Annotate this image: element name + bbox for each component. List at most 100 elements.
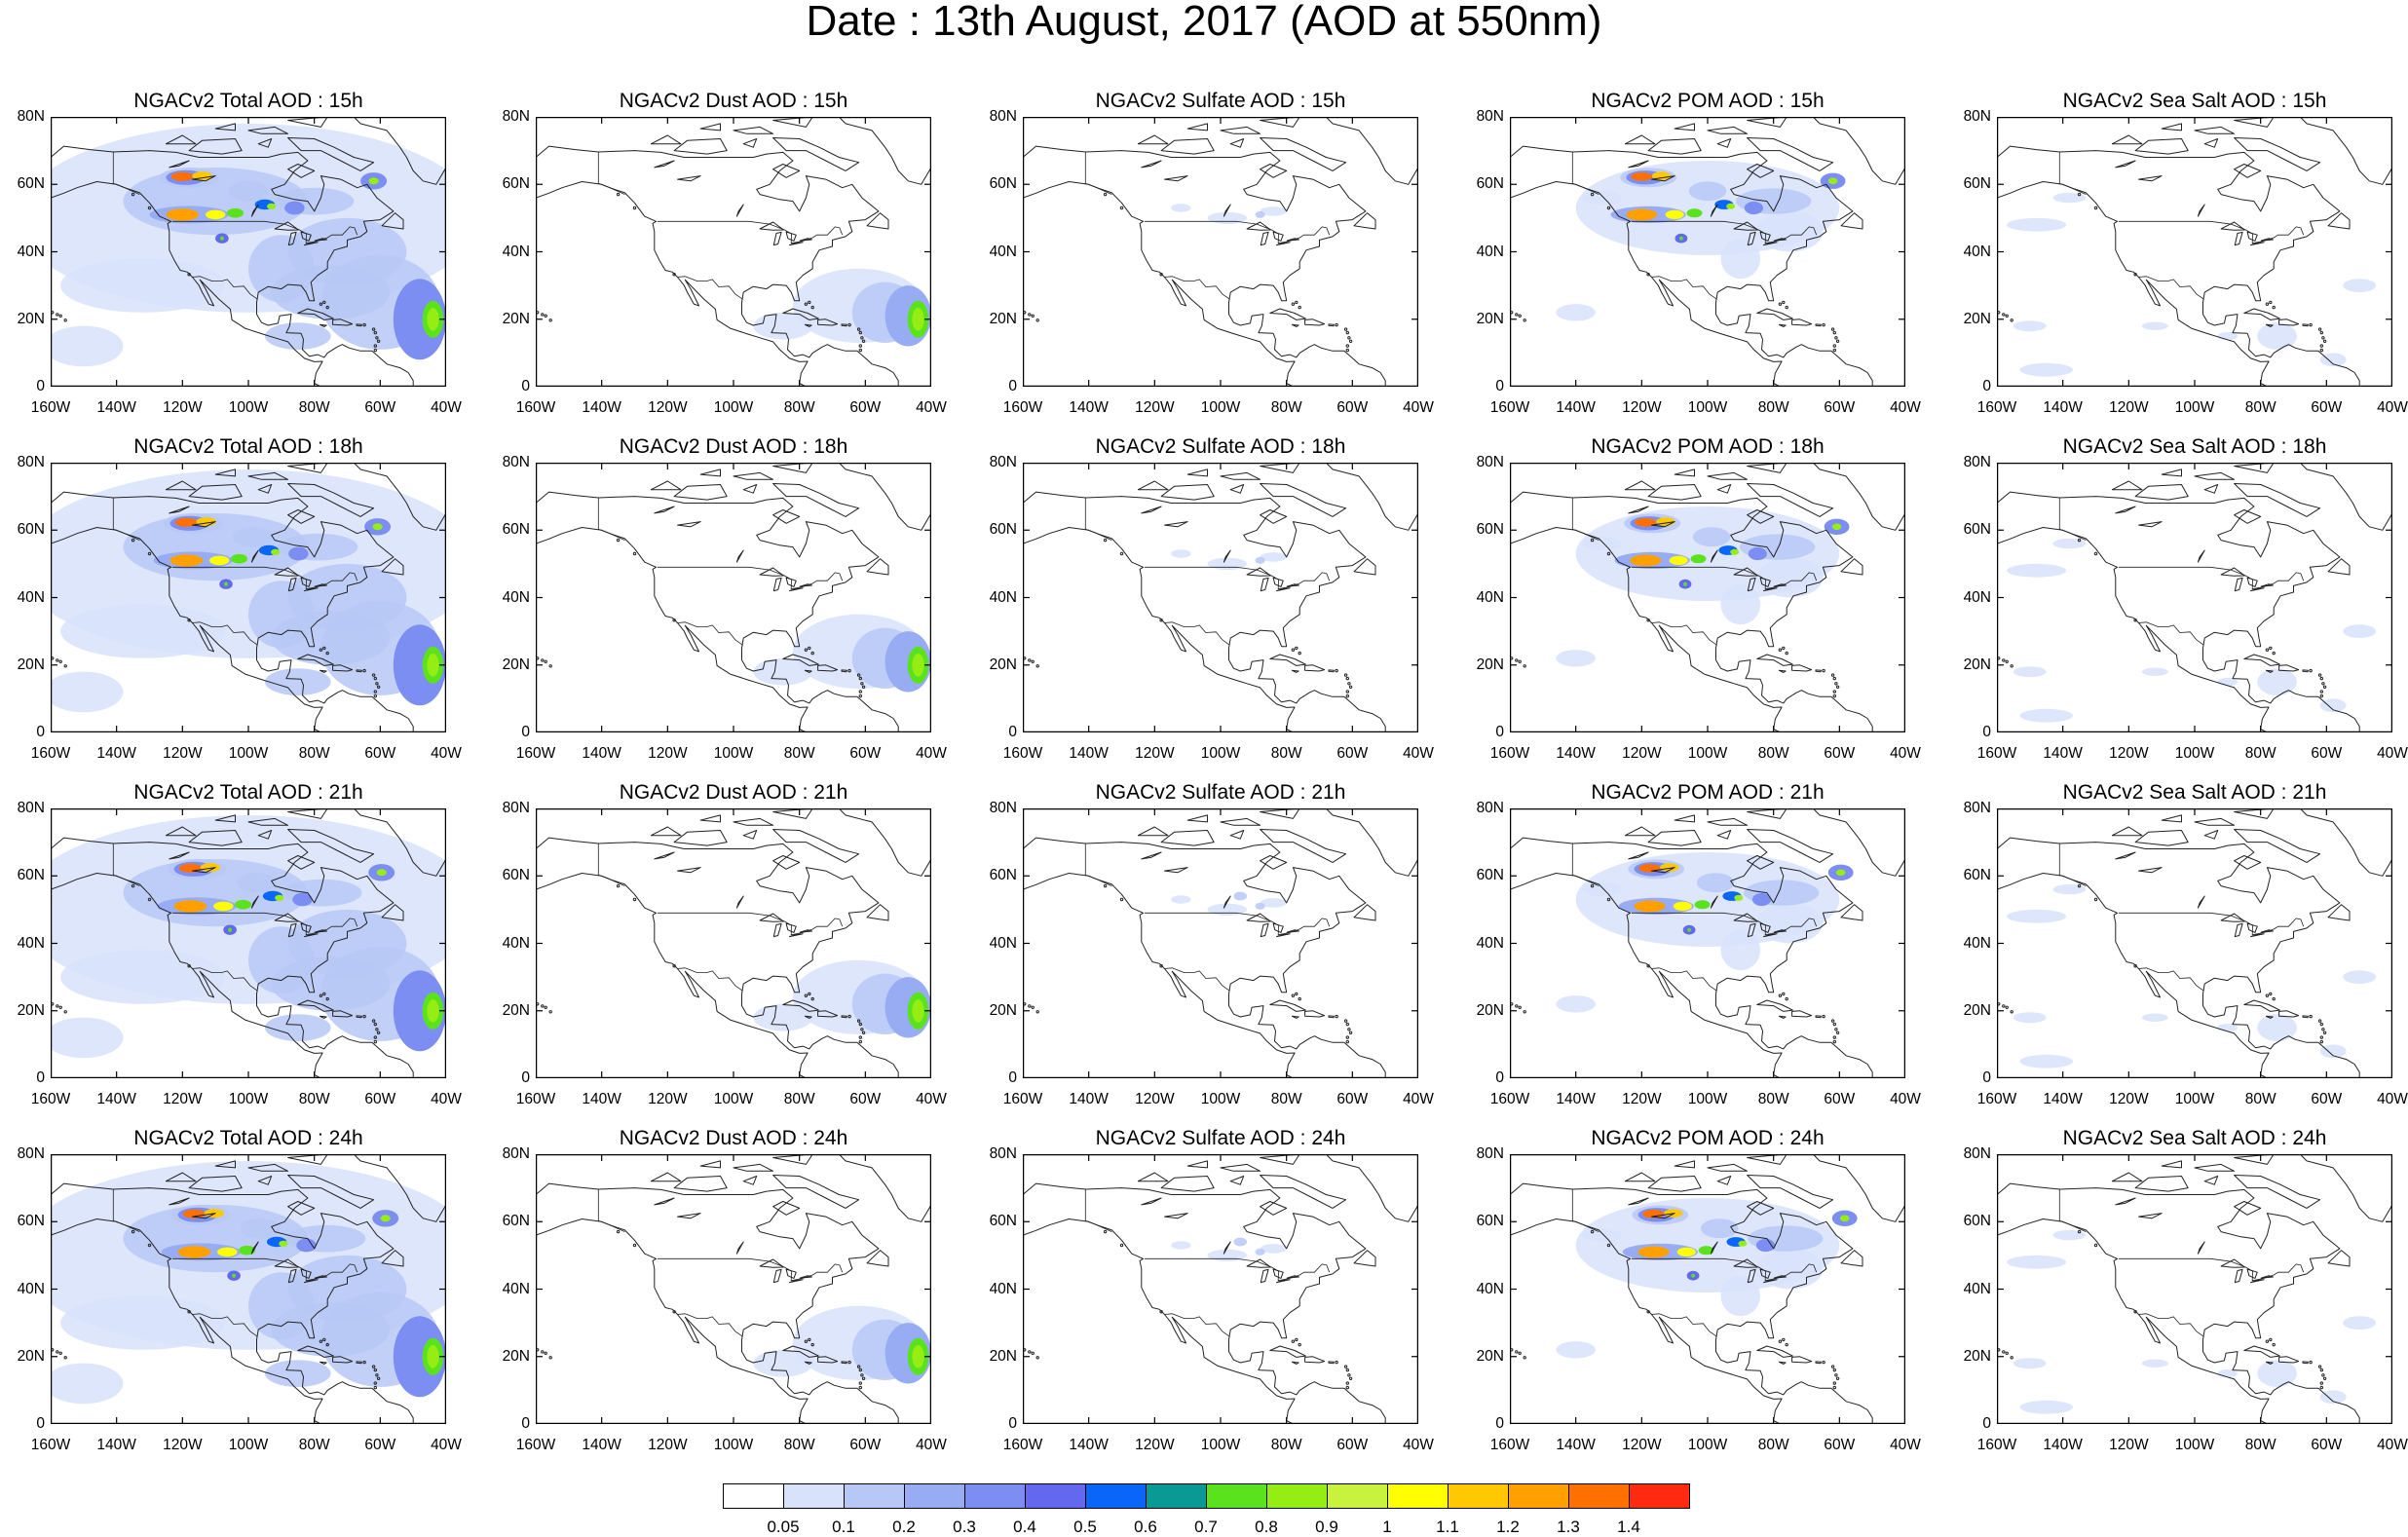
lon-tick-label: 100W — [228, 1437, 269, 1453]
lat-tick-label: 60N — [989, 1213, 1017, 1230]
lat-tick-label: 0 — [1495, 724, 1504, 740]
coastlines — [51, 117, 446, 387]
aod-cell — [1171, 895, 1191, 904]
panel-title: NGACv2 Total AOD : 24h — [133, 1127, 363, 1149]
aod-cell — [1255, 902, 1265, 910]
lon-tick-label: 120W — [1135, 399, 1175, 416]
lon-tick-label: 160W — [1489, 1091, 1530, 1107]
colorbar-label: 0.4 — [1013, 1518, 1036, 1536]
lon-tick-label: 40W — [1890, 745, 1921, 762]
panel-title: NGACv2 Sulfate AOD : 15h — [1095, 90, 1346, 112]
aod-cell — [236, 872, 277, 893]
lon-tick-label: 120W — [163, 745, 203, 762]
aod-cell — [1726, 203, 1736, 209]
lon-tick-label: 60W — [1824, 399, 1856, 416]
lat-tick-label: 20N — [989, 656, 1017, 673]
lat-tick-label: 40N — [989, 1280, 1017, 1297]
lon-tick-label: 140W — [1556, 1091, 1596, 1107]
lon-tick-label: 60W — [1336, 1437, 1369, 1453]
coastlines — [536, 117, 931, 387]
lon-tick-label: 40W — [2377, 1437, 2408, 1453]
lat-tick-label: 60N — [1476, 1213, 1504, 1230]
colorbar-swatch — [1146, 1483, 1207, 1509]
lon-tick-label: 60W — [364, 399, 396, 416]
lat-tick-label: 20N — [1963, 1001, 1991, 1019]
aod-field — [753, 1305, 931, 1384]
lat-tick-label: 80N — [1963, 1145, 1991, 1162]
lon-tick-label: 160W — [1976, 1091, 2017, 1107]
lon-tick-label: 40W — [916, 1091, 947, 1107]
lon-tick-label: 140W — [96, 1091, 136, 1107]
aod-cell — [1660, 863, 1679, 872]
lon-tick-label: 120W — [1135, 745, 1175, 762]
lon-tick-label: 80W — [783, 1437, 815, 1453]
colorbar-label: 1.3 — [1557, 1518, 1580, 1536]
aod-map — [1023, 463, 1418, 732]
aod-cell — [1255, 556, 1265, 564]
aod-field — [753, 959, 931, 1038]
aod-cell — [209, 555, 230, 566]
panel-title: NGACv2 Sea Salt AOD : 24h — [2062, 1127, 2327, 1149]
lat-tick-label: 60N — [502, 521, 530, 539]
aod-cell — [753, 312, 813, 340]
lat-tick-label: 20N — [1476, 310, 1504, 327]
aod-cell — [2052, 192, 2087, 204]
aod-cell — [213, 901, 234, 912]
aod-map — [1023, 808, 1418, 1078]
panel-title: NGACv2 Dust AOD : 21h — [619, 781, 848, 804]
aod-field — [753, 614, 931, 693]
colorbar-label: 0.7 — [1194, 1518, 1218, 1536]
colorbar-swatch — [783, 1483, 845, 1509]
lon-tick-label: 60W — [849, 399, 882, 416]
aod-map — [51, 1154, 446, 1424]
aod-field — [51, 815, 446, 1059]
lat-tick-label: 40N — [17, 1280, 45, 1297]
colorbar-label: 0.9 — [1315, 1518, 1338, 1536]
lon-tick-label: 40W — [916, 1437, 947, 1453]
colorbar-label: 1 — [1382, 1518, 1392, 1536]
colorbar-label: 0.3 — [953, 1518, 976, 1536]
lat-tick-label: 0 — [1982, 724, 1991, 740]
aod-cell — [288, 546, 309, 561]
lat-tick-label: 20N — [1963, 656, 1991, 673]
lon-tick-label: 40W — [2377, 1091, 2408, 1107]
lon-tick-label: 160W — [1976, 745, 2017, 762]
aod-cell — [1260, 206, 1287, 216]
aod-cell — [1694, 900, 1711, 910]
lat-tick-label: 40N — [1963, 588, 1991, 606]
coastlines — [1023, 808, 1418, 1078]
aod-map — [1997, 463, 2392, 732]
lon-tick-label: 100W — [713, 1091, 754, 1107]
lon-tick-label: 160W — [1002, 1437, 1043, 1453]
lon-tick-label: 80W — [783, 1091, 815, 1107]
panel-title: NGACv2 POM AOD : 21h — [1591, 781, 1825, 804]
lon-tick-label: 160W — [30, 1091, 71, 1107]
aod-cell — [292, 892, 313, 907]
coastlines — [1997, 117, 2392, 387]
aod-cell — [1686, 208, 1703, 218]
lat-tick-label: 0 — [1982, 1415, 1991, 1432]
lon-tick-label: 60W — [1336, 745, 1369, 762]
lon-tick-label: 80W — [298, 1437, 330, 1453]
aod-cell — [1698, 1246, 1714, 1256]
aod-cell — [51, 671, 124, 713]
aod-cell — [1720, 1275, 1761, 1317]
lon-tick-label: 140W — [2043, 399, 2083, 416]
aod-cell — [2013, 666, 2047, 678]
aod-cell — [1255, 1248, 1265, 1256]
aod-cell — [1827, 177, 1838, 185]
aod-cell — [2319, 698, 2347, 713]
colorbar-swatch — [904, 1483, 965, 1509]
colorbar-swatch — [1448, 1483, 1509, 1509]
lon-tick-label: 80W — [1270, 745, 1302, 762]
lon-tick-label: 60W — [2311, 399, 2343, 416]
lon-tick-label: 140W — [1556, 399, 1596, 416]
coastlines — [1023, 1154, 1418, 1424]
lat-tick-label: 0 — [1495, 378, 1504, 394]
lon-tick-label: 120W — [648, 745, 688, 762]
aod-cell — [2013, 1358, 2047, 1369]
lon-tick-label: 140W — [1069, 745, 1109, 762]
lon-tick-label: 160W — [1002, 1091, 1043, 1107]
aod-cell — [2019, 708, 2073, 723]
aod-cell — [2141, 1359, 2168, 1368]
